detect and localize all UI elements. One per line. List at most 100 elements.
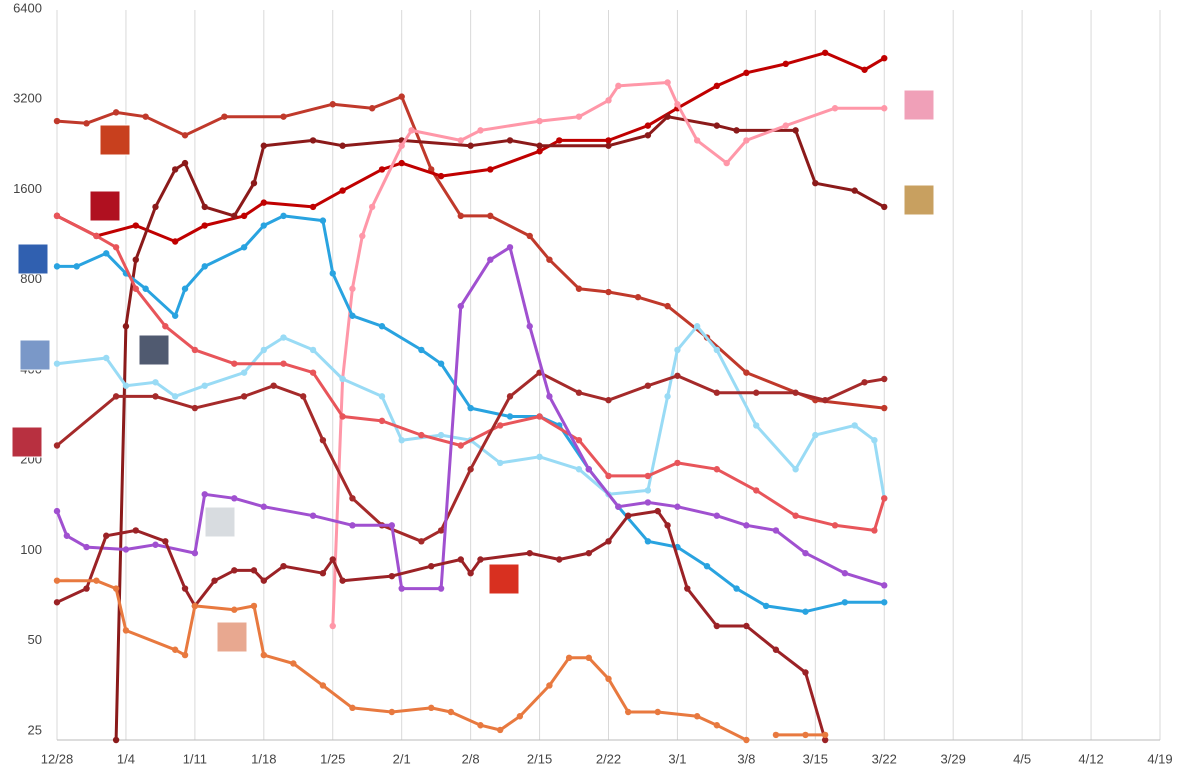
data-point bbox=[122, 323, 130, 330]
data-point bbox=[280, 334, 287, 341]
data-point bbox=[624, 512, 632, 519]
data-point bbox=[881, 54, 888, 62]
data-point bbox=[368, 105, 376, 112]
data-point bbox=[319, 217, 327, 224]
series-line bbox=[56, 509, 827, 741]
data-point bbox=[575, 389, 583, 396]
data-point bbox=[693, 323, 701, 330]
data-point bbox=[181, 285, 189, 292]
data-point bbox=[585, 549, 593, 557]
avatar-icon bbox=[99, 124, 131, 156]
avatar-icon bbox=[204, 506, 236, 538]
y-tick-label: 1600 bbox=[13, 181, 42, 196]
data-point bbox=[703, 562, 711, 570]
data-point bbox=[329, 270, 336, 277]
data-point bbox=[546, 393, 553, 400]
data-point bbox=[871, 527, 878, 534]
data-point bbox=[871, 436, 878, 444]
data-point bbox=[526, 549, 533, 557]
data-point bbox=[782, 60, 789, 68]
data-point bbox=[467, 466, 474, 473]
data-point bbox=[467, 570, 474, 577]
data-point bbox=[821, 49, 829, 56]
data-point bbox=[171, 646, 179, 653]
avatar-icon bbox=[903, 184, 935, 216]
data-point bbox=[536, 117, 543, 125]
data-point bbox=[132, 256, 139, 263]
data-point bbox=[93, 577, 100, 584]
data-point bbox=[556, 137, 563, 144]
data-point bbox=[674, 503, 681, 510]
data-point bbox=[851, 422, 858, 429]
avatar-icon bbox=[488, 563, 520, 595]
data-point bbox=[418, 538, 425, 545]
data-point bbox=[112, 393, 120, 400]
avatar-icon bbox=[903, 89, 935, 121]
data-point bbox=[201, 382, 208, 389]
data-point bbox=[240, 244, 248, 251]
data-point bbox=[290, 660, 297, 667]
data-point bbox=[575, 113, 583, 120]
data-point bbox=[615, 503, 622, 510]
data-point bbox=[605, 472, 612, 480]
data-point bbox=[753, 487, 760, 494]
data-point bbox=[63, 532, 71, 539]
y-tick-label: 100 bbox=[20, 542, 42, 557]
data-point bbox=[516, 713, 524, 720]
data-point bbox=[772, 527, 780, 534]
data-point bbox=[280, 360, 287, 367]
data-point bbox=[457, 212, 464, 220]
data-point bbox=[496, 726, 504, 734]
data-point bbox=[319, 682, 327, 689]
data-point bbox=[231, 567, 238, 574]
data-point bbox=[506, 244, 514, 251]
data-point bbox=[881, 105, 888, 112]
x-tick-label: 4/12 bbox=[1078, 751, 1103, 766]
data-point bbox=[112, 736, 120, 744]
data-point bbox=[644, 499, 652, 506]
x-tick-label: 2/15 bbox=[527, 751, 552, 766]
data-point bbox=[368, 203, 376, 211]
data-point bbox=[743, 622, 750, 630]
data-point bbox=[467, 142, 474, 149]
data-point bbox=[260, 577, 268, 584]
data-point bbox=[713, 722, 721, 729]
data-point bbox=[388, 708, 396, 716]
data-point bbox=[300, 393, 307, 400]
data-point bbox=[575, 436, 583, 444]
data-point bbox=[152, 379, 159, 386]
data-point bbox=[339, 142, 346, 149]
data-point bbox=[53, 117, 61, 125]
data-point bbox=[349, 495, 356, 502]
plot-area bbox=[53, 49, 888, 744]
data-point bbox=[53, 507, 61, 515]
data-point bbox=[831, 522, 839, 529]
data-point bbox=[378, 323, 386, 330]
data-point bbox=[309, 346, 317, 354]
data-point bbox=[132, 222, 139, 229]
series-line bbox=[56, 324, 886, 499]
data-point bbox=[605, 288, 612, 296]
data-point bbox=[437, 527, 445, 534]
data-point bbox=[526, 232, 533, 240]
data-point bbox=[329, 622, 336, 630]
data-point bbox=[309, 137, 317, 144]
data-point bbox=[437, 431, 445, 439]
data-point bbox=[162, 538, 169, 545]
data-point bbox=[615, 82, 622, 90]
data-point bbox=[792, 512, 799, 519]
data-point bbox=[693, 137, 701, 144]
data-point bbox=[713, 622, 721, 630]
data-point bbox=[733, 127, 740, 134]
data-point bbox=[634, 293, 642, 301]
data-point bbox=[418, 346, 425, 354]
data-point bbox=[359, 232, 366, 240]
avatar-icon bbox=[138, 334, 170, 366]
data-point bbox=[191, 404, 199, 412]
x-tick-label: 1/11 bbox=[183, 751, 207, 766]
data-point bbox=[171, 312, 179, 319]
data-point bbox=[280, 113, 287, 120]
grid: 255010020040080016003200640012/281/41/11… bbox=[13, 0, 1173, 766]
data-point bbox=[319, 436, 327, 444]
data-point bbox=[605, 675, 612, 683]
